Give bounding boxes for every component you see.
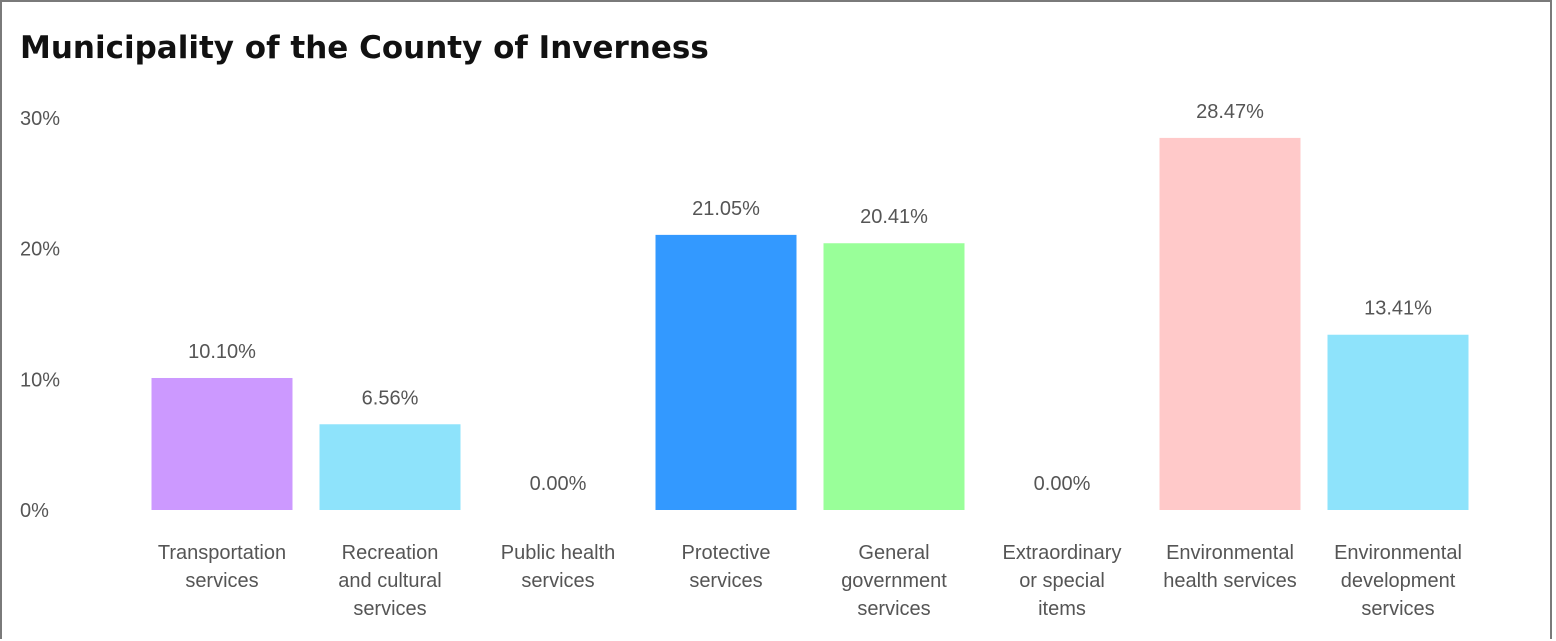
bar[interactable]: [655, 234, 797, 510]
bar[interactable]: [319, 424, 461, 510]
category-label: Protective services: [682, 542, 771, 592]
data-label: 0.00%: [1034, 473, 1091, 495]
data-label: 6.56%: [362, 387, 419, 409]
data-label: 13.41%: [1364, 298, 1432, 320]
y-tick-label: 30%: [20, 108, 60, 130]
y-axis: 0% 10% 20% 30%: [20, 108, 60, 522]
category-label: General government services: [841, 542, 947, 620]
bar[interactable]: [823, 243, 965, 510]
bars: [151, 137, 1469, 510]
bar[interactable]: [1327, 334, 1469, 510]
x-axis: Transportation services Recreation and cult…: [158, 542, 1462, 620]
data-label: 28.47%: [1196, 101, 1264, 123]
y-tick-label: 20%: [20, 239, 60, 261]
data-label: 20.41%: [860, 206, 928, 228]
data-label: 21.05%: [692, 198, 760, 220]
bar[interactable]: [1159, 137, 1301, 510]
data-label: 0.00%: [530, 473, 587, 495]
y-tick-label: 0%: [20, 500, 49, 522]
data-label: 10.10%: [188, 341, 256, 363]
bar[interactable]: [151, 377, 293, 510]
category-label: Environmental development services: [1334, 542, 1462, 620]
y-tick-label: 10%: [20, 369, 60, 391]
category-label: Extraordinary or special items: [1003, 542, 1122, 620]
data-labels: 10.10% 6.56% 0.00% 21.05% 20.41% 0.00% 28.47% 1…: [188, 101, 1432, 495]
chart-title: Municipality of the County of Inverness: [20, 30, 709, 66]
category-label: Public health services: [501, 542, 616, 592]
category-label: Transportation services: [158, 542, 286, 592]
category-label: Recreation and cultural services: [338, 542, 441, 620]
category-label: Environmental health services: [1163, 542, 1296, 592]
